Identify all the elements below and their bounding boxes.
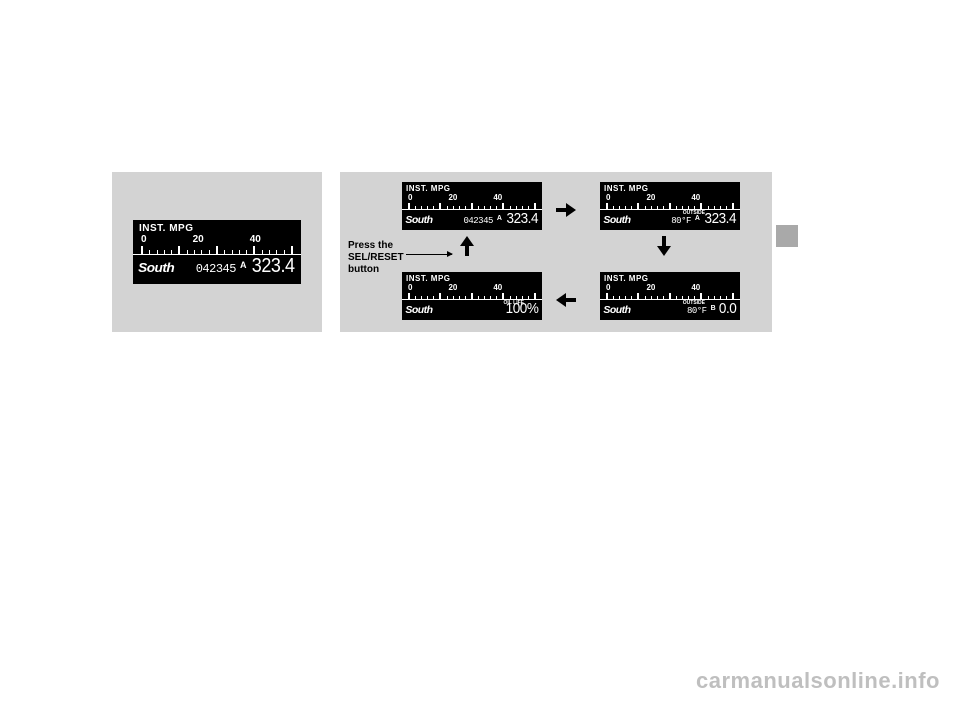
figure-left: INST. MPG 0 20 40 South 042345 <box>112 172 322 332</box>
scale-0: 0 <box>141 234 147 245</box>
trip-letter: A <box>497 215 502 222</box>
scale-40: 40 <box>250 234 261 245</box>
page-tab <box>776 225 798 247</box>
display-step1: INST. MPG 0 20 40 <box>402 182 542 230</box>
mpg-scale: 0 20 40 <box>606 193 734 207</box>
figure-right: Press the SEL/RESET button INST. MPG 0 2… <box>340 172 772 332</box>
trip-value: 0.0 <box>719 300 736 317</box>
compass-direction: South <box>405 305 432 316</box>
inst-mpg-label: INST. MPG <box>402 272 542 283</box>
compass-direction: South <box>405 215 432 226</box>
inst-mpg-label: INST. MPG <box>133 220 301 234</box>
trip-letter: A <box>240 260 247 270</box>
bottom-row: South 042345 A 323.4 <box>133 255 301 277</box>
odometer: 042345 <box>463 216 492 226</box>
instruction-pointer <box>406 254 452 255</box>
trip-letter: B <box>711 305 716 312</box>
watermark: carmanualsonline.info <box>696 668 940 694</box>
display-main: INST. MPG 0 20 40 South 042345 <box>133 220 301 284</box>
display-step3: INST. MPG 0 20 40 OU <box>600 272 740 320</box>
odometer: 042345 <box>196 262 236 276</box>
arrow-up-icon <box>460 235 474 263</box>
compass-direction: South <box>603 305 630 316</box>
inst-mpg-label: INST. MPG <box>402 182 542 193</box>
page: INST. MPG 0 20 40 South 042345 <box>0 0 960 714</box>
trip-value: 323.4 <box>506 210 538 227</box>
mpg-scale: 0 20 40 <box>141 234 293 252</box>
outside-label: OUTSIDE <box>683 300 705 306</box>
display-step2: INST. MPG 0 20 40 OU <box>600 182 740 230</box>
arrow-left-icon <box>556 286 576 314</box>
temperature: 80°F <box>671 216 691 226</box>
instr-line3: button <box>348 264 379 275</box>
mpg-scale: 0 20 40 <box>408 283 536 297</box>
trip-value: 323.4 <box>704 210 736 227</box>
outside-label: OUTSIDE <box>683 210 705 216</box>
scale-ticks <box>141 246 293 254</box>
inst-mpg-label: INST. MPG <box>600 272 740 283</box>
compass-direction: South <box>603 215 630 226</box>
trip-letter: A <box>695 215 700 222</box>
display-step4: INST. MPG 0 20 40 OI <box>402 272 542 320</box>
instr-line1: Press the <box>348 240 393 251</box>
inst-mpg-label: INST. MPG <box>600 182 740 193</box>
mpg-scale: 0 20 40 <box>606 283 734 297</box>
oil-life-value: 100% <box>505 300 538 317</box>
arrow-down-icon <box>657 235 671 263</box>
scale-20: 20 <box>193 234 204 245</box>
trip-value: 323.4 <box>252 255 295 278</box>
arrow-right-icon <box>556 196 576 224</box>
instruction-text: Press the SEL/RESET button <box>348 240 404 276</box>
compass-direction: South <box>138 260 174 275</box>
instr-line2: SEL/RESET <box>348 252 404 263</box>
temperature: 80°F <box>687 306 707 316</box>
mpg-scale: 0 20 40 <box>408 193 536 207</box>
